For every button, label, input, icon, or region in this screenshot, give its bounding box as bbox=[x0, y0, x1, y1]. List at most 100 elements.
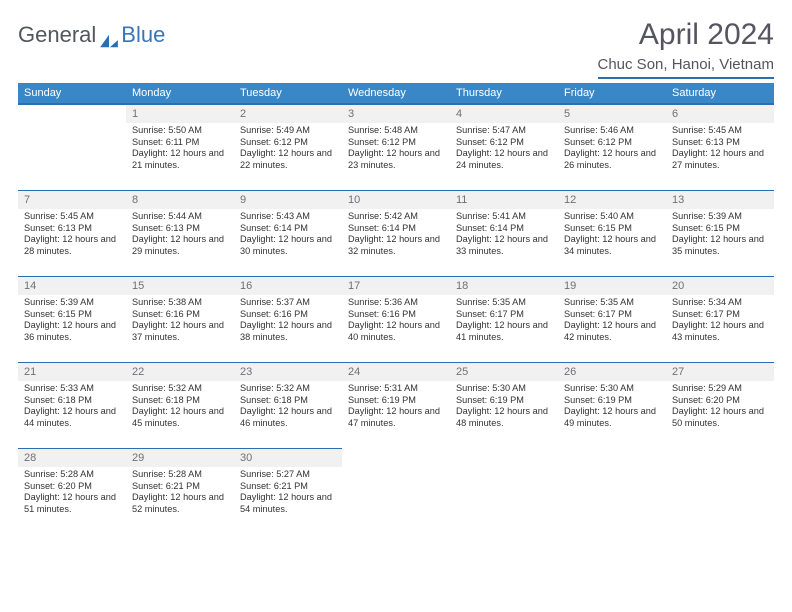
day-details: Sunrise: 5:27 AMSunset: 6:21 PMDaylight:… bbox=[234, 467, 342, 519]
calendar-cell: 22Sunrise: 5:32 AMSunset: 6:18 PMDayligh… bbox=[126, 362, 234, 448]
calendar-cell: 29Sunrise: 5:28 AMSunset: 6:21 PMDayligh… bbox=[126, 448, 234, 534]
day-details: Sunrise: 5:30 AMSunset: 6:19 PMDaylight:… bbox=[450, 381, 558, 433]
day-number: 9 bbox=[234, 190, 342, 209]
calendar-cell: 11Sunrise: 5:41 AMSunset: 6:14 PMDayligh… bbox=[450, 190, 558, 276]
calendar-row: ..1Sunrise: 5:50 AMSunset: 6:11 PMDaylig… bbox=[18, 104, 774, 190]
day-details: Sunrise: 5:45 AMSunset: 6:13 PMDaylight:… bbox=[18, 209, 126, 261]
day-details: Sunrise: 5:35 AMSunset: 6:17 PMDaylight:… bbox=[558, 295, 666, 347]
calendar-cell: 1Sunrise: 5:50 AMSunset: 6:11 PMDaylight… bbox=[126, 104, 234, 190]
day-number: 15 bbox=[126, 276, 234, 295]
day-number: 24 bbox=[342, 362, 450, 381]
day-number: 2 bbox=[234, 105, 342, 123]
day-details: Sunrise: 5:48 AMSunset: 6:12 PMDaylight:… bbox=[342, 123, 450, 175]
day-number: 27 bbox=[666, 362, 774, 381]
day-details: Sunrise: 5:32 AMSunset: 6:18 PMDaylight:… bbox=[234, 381, 342, 433]
calendar-cell: 4Sunrise: 5:47 AMSunset: 6:12 PMDaylight… bbox=[450, 104, 558, 190]
calendar-row: 21Sunrise: 5:33 AMSunset: 6:18 PMDayligh… bbox=[18, 362, 774, 448]
calendar-cell: 10Sunrise: 5:42 AMSunset: 6:14 PMDayligh… bbox=[342, 190, 450, 276]
brand-logo: General Blue bbox=[18, 22, 165, 48]
weekday-header: Monday bbox=[126, 83, 234, 104]
day-number: 28 bbox=[18, 448, 126, 467]
day-details: Sunrise: 5:29 AMSunset: 6:20 PMDaylight:… bbox=[666, 381, 774, 433]
calendar-cell: 17Sunrise: 5:36 AMSunset: 6:16 PMDayligh… bbox=[342, 276, 450, 362]
day-number: 6 bbox=[666, 105, 774, 123]
weekday-header: Tuesday bbox=[234, 83, 342, 104]
day-details: Sunrise: 5:40 AMSunset: 6:15 PMDaylight:… bbox=[558, 209, 666, 261]
day-number: 13 bbox=[666, 190, 774, 209]
weekday-header: Thursday bbox=[450, 83, 558, 104]
day-number: 16 bbox=[234, 276, 342, 295]
calendar-cell: 28Sunrise: 5:28 AMSunset: 6:20 PMDayligh… bbox=[18, 448, 126, 534]
brand-part1: General bbox=[18, 22, 96, 48]
day-details: Sunrise: 5:30 AMSunset: 6:19 PMDaylight:… bbox=[558, 381, 666, 433]
day-details: Sunrise: 5:39 AMSunset: 6:15 PMDaylight:… bbox=[18, 295, 126, 347]
day-details: Sunrise: 5:45 AMSunset: 6:13 PMDaylight:… bbox=[666, 123, 774, 175]
day-number: 20 bbox=[666, 276, 774, 295]
day-number: 7 bbox=[18, 190, 126, 209]
day-details: Sunrise: 5:41 AMSunset: 6:14 PMDaylight:… bbox=[450, 209, 558, 261]
calendar-cell: 24Sunrise: 5:31 AMSunset: 6:19 PMDayligh… bbox=[342, 362, 450, 448]
calendar-cell-empty: .. bbox=[558, 448, 666, 534]
calendar-cell: 13Sunrise: 5:39 AMSunset: 6:15 PMDayligh… bbox=[666, 190, 774, 276]
day-number: 1 bbox=[126, 105, 234, 123]
day-details: Sunrise: 5:43 AMSunset: 6:14 PMDaylight:… bbox=[234, 209, 342, 261]
day-number: 21 bbox=[18, 362, 126, 381]
month-title: April 2024 bbox=[598, 18, 775, 52]
calendar-cell: 30Sunrise: 5:27 AMSunset: 6:21 PMDayligh… bbox=[234, 448, 342, 534]
calendar-row: 28Sunrise: 5:28 AMSunset: 6:20 PMDayligh… bbox=[18, 448, 774, 534]
calendar-cell: 27Sunrise: 5:29 AMSunset: 6:20 PMDayligh… bbox=[666, 362, 774, 448]
calendar-cell: 12Sunrise: 5:40 AMSunset: 6:15 PMDayligh… bbox=[558, 190, 666, 276]
calendar-cell: 26Sunrise: 5:30 AMSunset: 6:19 PMDayligh… bbox=[558, 362, 666, 448]
day-details: Sunrise: 5:49 AMSunset: 6:12 PMDaylight:… bbox=[234, 123, 342, 175]
weekday-header: Friday bbox=[558, 83, 666, 104]
calendar-cell-empty: .. bbox=[450, 448, 558, 534]
calendar-cell: 23Sunrise: 5:32 AMSunset: 6:18 PMDayligh… bbox=[234, 362, 342, 448]
day-number: 26 bbox=[558, 362, 666, 381]
calendar-cell: 6Sunrise: 5:45 AMSunset: 6:13 PMDaylight… bbox=[666, 104, 774, 190]
day-details: Sunrise: 5:35 AMSunset: 6:17 PMDaylight:… bbox=[450, 295, 558, 347]
weekday-row: SundayMondayTuesdayWednesdayThursdayFrid… bbox=[18, 83, 774, 104]
calendar-cell: 16Sunrise: 5:37 AMSunset: 6:16 PMDayligh… bbox=[234, 276, 342, 362]
day-details: Sunrise: 5:37 AMSunset: 6:16 PMDaylight:… bbox=[234, 295, 342, 347]
calendar-cell: 2Sunrise: 5:49 AMSunset: 6:12 PMDaylight… bbox=[234, 104, 342, 190]
calendar-body: ..1Sunrise: 5:50 AMSunset: 6:11 PMDaylig… bbox=[18, 104, 774, 534]
day-number: 14 bbox=[18, 276, 126, 295]
calendar-cell: 19Sunrise: 5:35 AMSunset: 6:17 PMDayligh… bbox=[558, 276, 666, 362]
calendar-row: 7Sunrise: 5:45 AMSunset: 6:13 PMDaylight… bbox=[18, 190, 774, 276]
day-number: 4 bbox=[450, 105, 558, 123]
sail-icon bbox=[98, 29, 120, 45]
day-number: 18 bbox=[450, 276, 558, 295]
brand-part2: Blue bbox=[121, 22, 165, 48]
day-number: 5 bbox=[558, 105, 666, 123]
day-details: Sunrise: 5:34 AMSunset: 6:17 PMDaylight:… bbox=[666, 295, 774, 347]
day-details: Sunrise: 5:38 AMSunset: 6:16 PMDaylight:… bbox=[126, 295, 234, 347]
day-details: Sunrise: 5:50 AMSunset: 6:11 PMDaylight:… bbox=[126, 123, 234, 175]
calendar-table: SundayMondayTuesdayWednesdayThursdayFrid… bbox=[18, 83, 774, 534]
weekday-header: Saturday bbox=[666, 83, 774, 104]
day-details: Sunrise: 5:44 AMSunset: 6:13 PMDaylight:… bbox=[126, 209, 234, 261]
day-details: Sunrise: 5:42 AMSunset: 6:14 PMDaylight:… bbox=[342, 209, 450, 261]
calendar-cell: 21Sunrise: 5:33 AMSunset: 6:18 PMDayligh… bbox=[18, 362, 126, 448]
calendar-cell: 8Sunrise: 5:44 AMSunset: 6:13 PMDaylight… bbox=[126, 190, 234, 276]
day-details: Sunrise: 5:36 AMSunset: 6:16 PMDaylight:… bbox=[342, 295, 450, 347]
calendar-cell: 3Sunrise: 5:48 AMSunset: 6:12 PMDaylight… bbox=[342, 104, 450, 190]
calendar-cell: 14Sunrise: 5:39 AMSunset: 6:15 PMDayligh… bbox=[18, 276, 126, 362]
calendar-page: General Blue April 2024 Chuc Son, Hanoi,… bbox=[0, 0, 792, 544]
title-block: April 2024 Chuc Son, Hanoi, Vietnam bbox=[598, 18, 775, 79]
day-details: Sunrise: 5:32 AMSunset: 6:18 PMDaylight:… bbox=[126, 381, 234, 433]
day-number: 3 bbox=[342, 105, 450, 123]
day-number: 22 bbox=[126, 362, 234, 381]
day-number: 12 bbox=[558, 190, 666, 209]
location: Chuc Son, Hanoi, Vietnam bbox=[598, 56, 775, 79]
day-details: Sunrise: 5:39 AMSunset: 6:15 PMDaylight:… bbox=[666, 209, 774, 261]
calendar-cell-empty: .. bbox=[18, 104, 126, 190]
calendar-cell: 18Sunrise: 5:35 AMSunset: 6:17 PMDayligh… bbox=[450, 276, 558, 362]
day-number: 30 bbox=[234, 448, 342, 467]
day-number: 17 bbox=[342, 276, 450, 295]
day-number: 23 bbox=[234, 362, 342, 381]
calendar-cell-empty: .. bbox=[342, 448, 450, 534]
day-number: 25 bbox=[450, 362, 558, 381]
calendar-cell: 15Sunrise: 5:38 AMSunset: 6:16 PMDayligh… bbox=[126, 276, 234, 362]
calendar-head: SundayMondayTuesdayWednesdayThursdayFrid… bbox=[18, 83, 774, 104]
weekday-header: Sunday bbox=[18, 83, 126, 104]
